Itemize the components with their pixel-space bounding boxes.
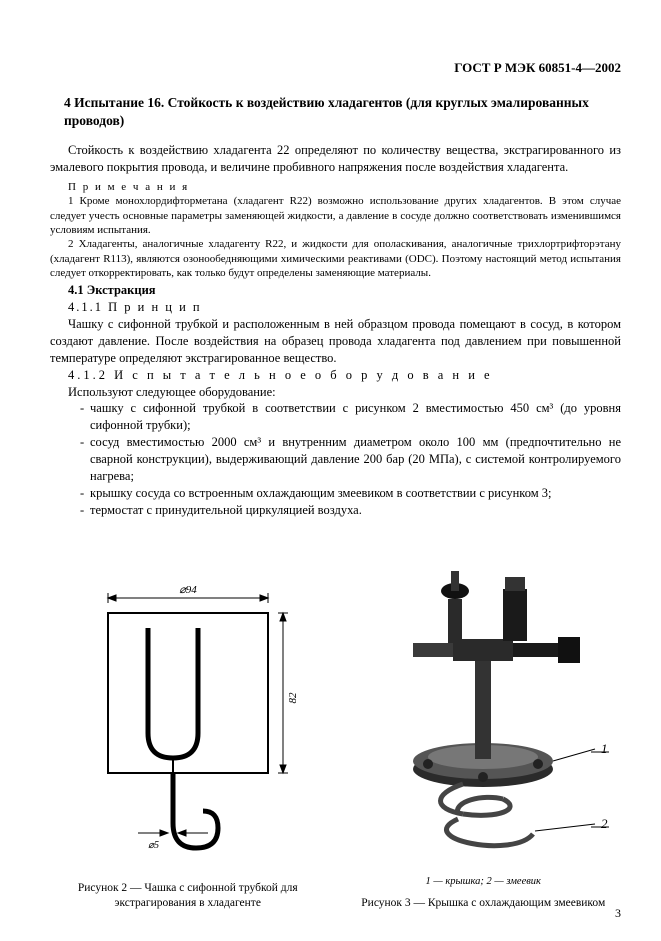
heading-4-1-1: 4.1.1 П р и н ц и п	[50, 299, 621, 316]
page-number: 3	[615, 906, 621, 921]
figure-3-svg: 1 2	[353, 539, 613, 869]
list-item: крышку сосуда со встроенным охлаждающим …	[80, 485, 621, 502]
intro-4-1-2: Используют следующее оборудование:	[50, 384, 621, 401]
note-2: 2 Хладагенты, аналогичные хладагенту R22…	[50, 237, 621, 280]
list-item: сосуд вместимостью 2000 см³ и внутренним…	[80, 434, 621, 485]
section-title: 4 Испытание 16. Стойкость к воздействию …	[64, 94, 621, 130]
heading-4-1-2: 4.1.2 И с п ы т а т е л ь н о е о б о р …	[50, 367, 621, 384]
body-4-1-1: Чашку с сифонной трубкой и расположенным…	[50, 316, 621, 367]
note-1: 1 Кроме монохлордифторметана (хладагент …	[50, 194, 621, 237]
figures-row: ⌀94 82	[50, 539, 621, 912]
svg-text:2: 2	[601, 816, 608, 831]
notes-label: П р и м е ч а н и я	[50, 180, 621, 194]
figure-2-svg: ⌀94 82	[78, 573, 298, 873]
svg-text:⌀5: ⌀5	[148, 840, 159, 851]
figure-2: ⌀94 82	[50, 573, 326, 911]
figure-3-legend: 1 — крышка; 2 — змеевик	[346, 875, 622, 889]
svg-text:82: 82	[287, 692, 298, 704]
list-item: чашку с сифонной трубкой в соответствии …	[80, 400, 621, 434]
intro-paragraph: Стойкость к воздействию хладагента 22 оп…	[50, 142, 621, 176]
figure-3-caption: Рисунок 3 — Крышка с охлаждающим змеевик…	[346, 896, 622, 911]
svg-text:⌀94: ⌀94	[179, 584, 197, 596]
figure-3: 1 2 1 — крышка; 2 — змеевик Рисунок 3 — …	[346, 539, 622, 912]
svg-text:1: 1	[601, 741, 608, 756]
heading-4-1: 4.1 Экстракция	[50, 282, 621, 299]
list-item: термостат с принудительной циркуляцией в…	[80, 502, 621, 519]
equipment-list: чашку с сифонной трубкой в соответствии …	[50, 400, 621, 518]
page: ГОСТ Р МЭК 60851-4—2002 4 Испытание 16. …	[0, 0, 661, 941]
standard-code: ГОСТ Р МЭК 60851-4—2002	[50, 60, 621, 76]
figure-2-caption: Рисунок 2 — Чашка с сифонной трубкой для…	[50, 881, 326, 911]
